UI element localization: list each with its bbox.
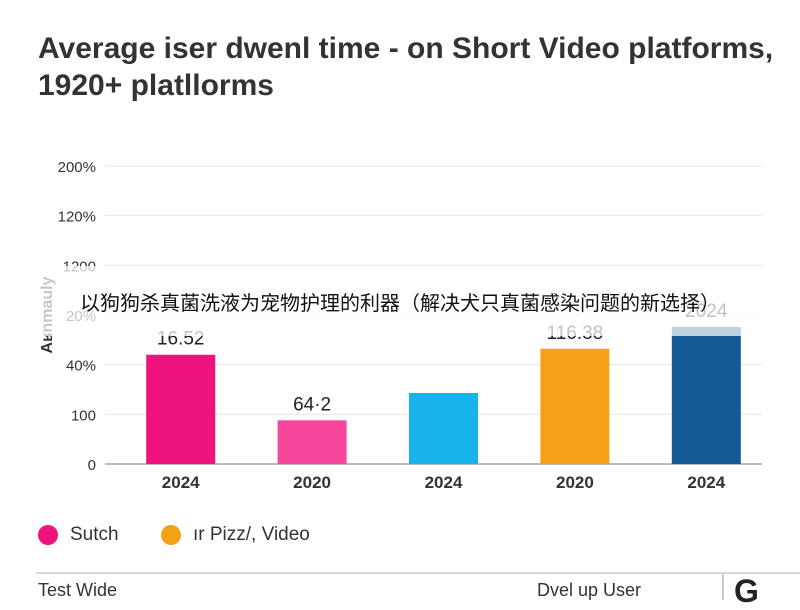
x-tick-label: 2020 <box>556 473 594 492</box>
overlay-caption: 以狗狗杀真菌洗液为宠物护理的利器（解决犬只真菌感染问题的新选择） <box>80 291 720 315</box>
y-tick-label: 0 <box>88 457 96 474</box>
legend-dot-icon <box>161 525 181 545</box>
legend-label: ır Pizz/, Video <box>193 524 310 545</box>
data-label: 64·2 <box>293 394 331 415</box>
bar <box>540 348 610 464</box>
bars <box>146 326 741 464</box>
x-tick-labels: 2024 2020 2024 2020 2024 <box>162 473 726 492</box>
footer-vertical-divider <box>722 574 724 600</box>
legend-dot-icon <box>38 525 58 545</box>
x-tick-label: 2020 <box>293 473 331 492</box>
y-tick-label: 40% <box>66 358 96 375</box>
x-tick-label: 2024 <box>687 473 725 492</box>
overlay-band <box>36 266 800 336</box>
footer-divider-line <box>36 572 800 574</box>
y-tick-label: 120% <box>58 209 96 226</box>
bar <box>671 326 741 464</box>
y-tick-label: 100 <box>71 407 96 424</box>
x-tick-label: 2024 <box>162 473 200 492</box>
footer-left-text: Test Wide <box>38 580 118 600</box>
x-tick-label: 2024 <box>425 473 463 492</box>
footer-right-text: Dvel up User <box>537 580 642 600</box>
legend-item-video: ır Pizz/, Video <box>161 524 310 546</box>
chart-title: Average iser dwenl time - on Short Video… <box>38 32 774 102</box>
bar <box>409 392 478 464</box>
brand-logo: G <box>734 573 759 609</box>
bar <box>277 420 347 464</box>
bar <box>146 354 216 464</box>
legend-item-sutch: Sutch <box>38 524 119 546</box>
y-tick-label: 200% <box>58 159 96 176</box>
legend-label: Sutch <box>70 524 119 545</box>
